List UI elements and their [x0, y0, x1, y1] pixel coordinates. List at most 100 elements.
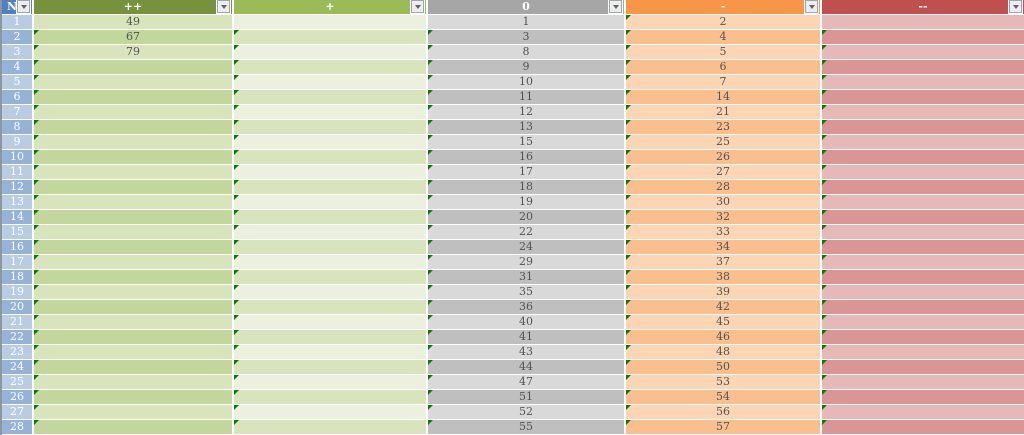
- cell-zero-row15[interactable]: 22: [428, 225, 626, 240]
- cell-minus2-row5[interactable]: [822, 75, 1024, 90]
- row-header-19[interactable]: 19: [2, 285, 34, 300]
- cell-minus1-row28[interactable]: 57: [626, 420, 822, 435]
- cell-minus2-row15[interactable]: [822, 225, 1024, 240]
- cell-plus2-row16[interactable]: [34, 240, 234, 255]
- cell-zero-row1[interactable]: 1: [428, 15, 626, 30]
- cell-zero-row26[interactable]: 51: [428, 390, 626, 405]
- row-header-15[interactable]: 15: [2, 225, 34, 240]
- cell-minus2-row2[interactable]: [822, 30, 1024, 45]
- cell-minus2-row8[interactable]: [822, 120, 1024, 135]
- cell-plus1-row4[interactable]: [234, 60, 428, 75]
- row-header-28[interactable]: 28: [2, 420, 34, 435]
- cell-plus1-row27[interactable]: [234, 405, 428, 420]
- cell-zero-row23[interactable]: 43: [428, 345, 626, 360]
- cell-plus2-row21[interactable]: [34, 315, 234, 330]
- cell-minus2-row22[interactable]: [822, 330, 1024, 345]
- cell-minus1-row5[interactable]: 7: [626, 75, 822, 90]
- row-header-7[interactable]: 7: [2, 105, 34, 120]
- cell-zero-row9[interactable]: 15: [428, 135, 626, 150]
- cell-plus2-row25[interactable]: [34, 375, 234, 390]
- cell-plus2-row13[interactable]: [34, 195, 234, 210]
- cell-zero-row3[interactable]: 8: [428, 45, 626, 60]
- cell-minus2-row27[interactable]: [822, 405, 1024, 420]
- cell-plus2-row14[interactable]: [34, 210, 234, 225]
- cell-zero-row11[interactable]: 17: [428, 165, 626, 180]
- cell-plus2-row7[interactable]: [34, 105, 234, 120]
- column-header-n[interactable]: N: [2, 0, 34, 15]
- cell-minus1-row10[interactable]: 26: [626, 150, 822, 165]
- cell-minus1-row27[interactable]: 56: [626, 405, 822, 420]
- column-header-minus1[interactable]: -: [626, 0, 822, 15]
- filter-dropdown-zero[interactable]: [609, 0, 622, 13]
- cell-plus1-row22[interactable]: [234, 330, 428, 345]
- cell-minus1-row24[interactable]: 50: [626, 360, 822, 375]
- cell-zero-row4[interactable]: 9: [428, 60, 626, 75]
- row-header-27[interactable]: 27: [2, 405, 34, 420]
- filter-dropdown-plus2[interactable]: [217, 0, 230, 13]
- cell-minus1-row8[interactable]: 23: [626, 120, 822, 135]
- row-header-12[interactable]: 12: [2, 180, 34, 195]
- cell-zero-row6[interactable]: 11: [428, 90, 626, 105]
- filter-dropdown-n[interactable]: [17, 0, 30, 13]
- cell-plus2-row22[interactable]: [34, 330, 234, 345]
- row-header-6[interactable]: 6: [2, 90, 34, 105]
- cell-minus2-row16[interactable]: [822, 240, 1024, 255]
- cell-minus2-row3[interactable]: [822, 45, 1024, 60]
- row-header-9[interactable]: 9: [2, 135, 34, 150]
- cell-plus2-row27[interactable]: [34, 405, 234, 420]
- cell-minus1-row26[interactable]: 54: [626, 390, 822, 405]
- cell-minus1-row13[interactable]: 30: [626, 195, 822, 210]
- cell-minus1-row12[interactable]: 28: [626, 180, 822, 195]
- cell-minus1-row9[interactable]: 25: [626, 135, 822, 150]
- cell-plus1-row11[interactable]: [234, 165, 428, 180]
- cell-zero-row24[interactable]: 44: [428, 360, 626, 375]
- column-header-plus1[interactable]: +: [234, 0, 428, 15]
- cell-plus2-row8[interactable]: [34, 120, 234, 135]
- cell-plus2-row4[interactable]: [34, 60, 234, 75]
- cell-plus1-row28[interactable]: [234, 420, 428, 435]
- row-header-18[interactable]: 18: [2, 270, 34, 285]
- cell-plus1-row20[interactable]: [234, 300, 428, 315]
- row-header-5[interactable]: 5: [2, 75, 34, 90]
- cell-plus1-row9[interactable]: [234, 135, 428, 150]
- cell-plus1-row2[interactable]: [234, 30, 428, 45]
- cell-minus2-row24[interactable]: [822, 360, 1024, 375]
- row-header-8[interactable]: 8: [2, 120, 34, 135]
- cell-minus2-row13[interactable]: [822, 195, 1024, 210]
- cell-minus1-row21[interactable]: 45: [626, 315, 822, 330]
- cell-minus1-row3[interactable]: 5: [626, 45, 822, 60]
- cell-minus2-row4[interactable]: [822, 60, 1024, 75]
- row-header-1[interactable]: 1: [2, 15, 34, 30]
- cell-minus1-row2[interactable]: 4: [626, 30, 822, 45]
- cell-minus2-row9[interactable]: [822, 135, 1024, 150]
- cell-zero-row25[interactable]: 47: [428, 375, 626, 390]
- cell-zero-row19[interactable]: 35: [428, 285, 626, 300]
- cell-minus1-row16[interactable]: 34: [626, 240, 822, 255]
- cell-zero-row10[interactable]: 16: [428, 150, 626, 165]
- cell-zero-row28[interactable]: 55: [428, 420, 626, 435]
- cell-plus1-row12[interactable]: [234, 180, 428, 195]
- column-header-plus2[interactable]: ++: [34, 0, 234, 15]
- cell-minus2-row11[interactable]: [822, 165, 1024, 180]
- cell-minus1-row22[interactable]: 46: [626, 330, 822, 345]
- cell-plus2-row2[interactable]: 67: [34, 30, 234, 45]
- cell-minus2-row14[interactable]: [822, 210, 1024, 225]
- cell-minus2-row21[interactable]: [822, 315, 1024, 330]
- column-header-zero[interactable]: 0: [428, 0, 626, 15]
- cell-plus2-row20[interactable]: [34, 300, 234, 315]
- row-header-23[interactable]: 23: [2, 345, 34, 360]
- cell-plus2-row18[interactable]: [34, 270, 234, 285]
- cell-minus1-row20[interactable]: 42: [626, 300, 822, 315]
- cell-plus2-row3[interactable]: 79: [34, 45, 234, 60]
- cell-plus1-row25[interactable]: [234, 375, 428, 390]
- filter-dropdown-minus1[interactable]: [805, 0, 818, 13]
- cell-plus2-row26[interactable]: [34, 390, 234, 405]
- cell-zero-row5[interactable]: 10: [428, 75, 626, 90]
- row-header-13[interactable]: 13: [2, 195, 34, 210]
- cell-minus1-row23[interactable]: 48: [626, 345, 822, 360]
- cell-plus2-row23[interactable]: [34, 345, 234, 360]
- cell-plus1-row14[interactable]: [234, 210, 428, 225]
- cell-zero-row17[interactable]: 29: [428, 255, 626, 270]
- cell-minus2-row19[interactable]: [822, 285, 1024, 300]
- cell-minus2-row17[interactable]: [822, 255, 1024, 270]
